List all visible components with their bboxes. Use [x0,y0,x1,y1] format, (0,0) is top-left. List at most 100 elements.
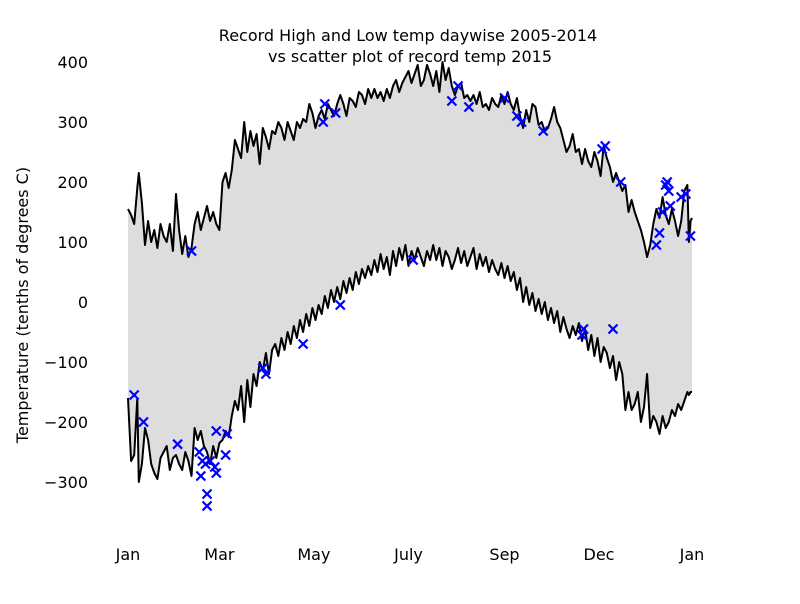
scatter-point [186,245,197,257]
scatter-point [537,125,549,137]
scatter-point-stroke [680,188,692,200]
scatter-point [330,107,341,119]
scatter-point-stroke [407,254,419,266]
scatter-point [663,185,675,197]
scatter-point [578,323,589,335]
scatter-point [201,488,213,500]
scatter-point-stroke [211,425,222,437]
scatter-point [221,428,233,440]
scatter-layer [128,80,696,512]
scatter-point [516,116,527,128]
y-tick-label: 300 [57,113,88,132]
scatter-point-stroke [193,446,205,458]
scatter-point [193,446,205,458]
y-axis-label: Temperature (tenths of degrees C) [13,167,32,444]
scatter-point-stroke [452,80,464,92]
scatter-point-stroke [654,227,665,239]
scatter-point-stroke [257,362,269,374]
record-low-line [127,244,692,483]
scatter-point [407,254,419,266]
scatter-point-stroke [334,299,346,311]
scatter-point-stroke [657,206,668,218]
scatter-point-stroke [186,245,197,257]
scatter-point [319,98,331,110]
scatter-point [665,200,676,212]
scatter-point [463,101,475,113]
x-tick-label: Dec [584,545,615,564]
x-tick-label: May [297,545,330,564]
scatter-point-stroke [685,230,696,242]
scatter-point-stroke [663,185,675,197]
chart-title: Record High and Low temp daywise 2005-20… [219,26,597,45]
scatter-point-stroke [651,239,662,251]
scatter-point-stroke [511,110,523,122]
scatter-point-stroke [665,200,676,212]
scatter-point [201,500,213,512]
scatter-point [220,449,231,461]
scatter-point-stroke [446,95,458,107]
scatter-point-stroke [260,368,272,380]
scatter-point-stroke [537,125,549,137]
fill-between-band [128,62,692,482]
scatter-point-stroke [675,191,687,203]
scatter-point-stroke [330,107,341,119]
y-axis-ticks: −300 −200 −100 0 100 200 300 400 [44,53,88,492]
scatter-point-stroke [220,449,231,461]
scatter-point-stroke [578,323,589,335]
scatter-point [317,116,329,128]
scatter-point-stroke [201,500,213,512]
scatter-point [446,95,458,107]
scatter-point-stroke [172,438,183,450]
scatter-point [297,338,309,350]
scatter-point-stroke [128,389,140,401]
scatter-point-stroke [204,455,216,467]
scatter-point-stroke [607,323,619,335]
y-tick-label: −300 [44,473,88,492]
x-tick-label: Jan [115,545,141,564]
scatter-point [607,323,619,335]
scatter-point [334,299,346,311]
scatter-point-stroke [319,98,331,110]
y-tick-label: 200 [57,173,88,192]
scatter-point [657,206,668,218]
scatter-point-stroke [615,176,627,188]
y-tick-label: 0 [78,293,88,312]
scatter-point [211,467,222,479]
scatter-point [661,176,673,188]
x-tick-label: Sep [489,545,519,564]
y-tick-label: 100 [57,233,88,252]
x-tick-label: Mar [204,545,235,564]
scatter-point [195,470,207,482]
scatter-point [260,368,272,380]
scatter-point [200,458,211,470]
scatter-point [615,176,627,188]
scatter-point-stroke [138,416,149,428]
scatter-point-stroke [661,176,673,188]
scatter-point [680,188,692,200]
x-tick-label: July [393,545,423,564]
scatter-point [599,140,611,152]
scatter-point [128,389,140,401]
scatter-point-stroke [599,140,611,152]
scatter-point [172,438,183,450]
scatter-point [211,425,222,437]
scatter-point-stroke [297,338,309,350]
y-tick-label: −200 [44,413,88,432]
lines-layer [127,61,693,483]
scatter-point [675,191,687,203]
scatter-point-stroke [463,101,475,113]
record-high-line [127,61,693,258]
x-tick-label: Jan [679,545,705,564]
scatter-point [654,227,665,239]
scatter-point-stroke [201,488,213,500]
scatter-point-stroke [200,458,211,470]
scatter-point [257,362,269,374]
y-tick-label: 400 [57,53,88,72]
scatter-point-stroke [195,470,207,482]
scatter-point [499,92,510,104]
x-axis-ticks: Jan Mar May July Sep Dec Jan [115,545,705,564]
scatter-point-stroke [211,467,222,479]
scatter-point-stroke [516,116,527,128]
